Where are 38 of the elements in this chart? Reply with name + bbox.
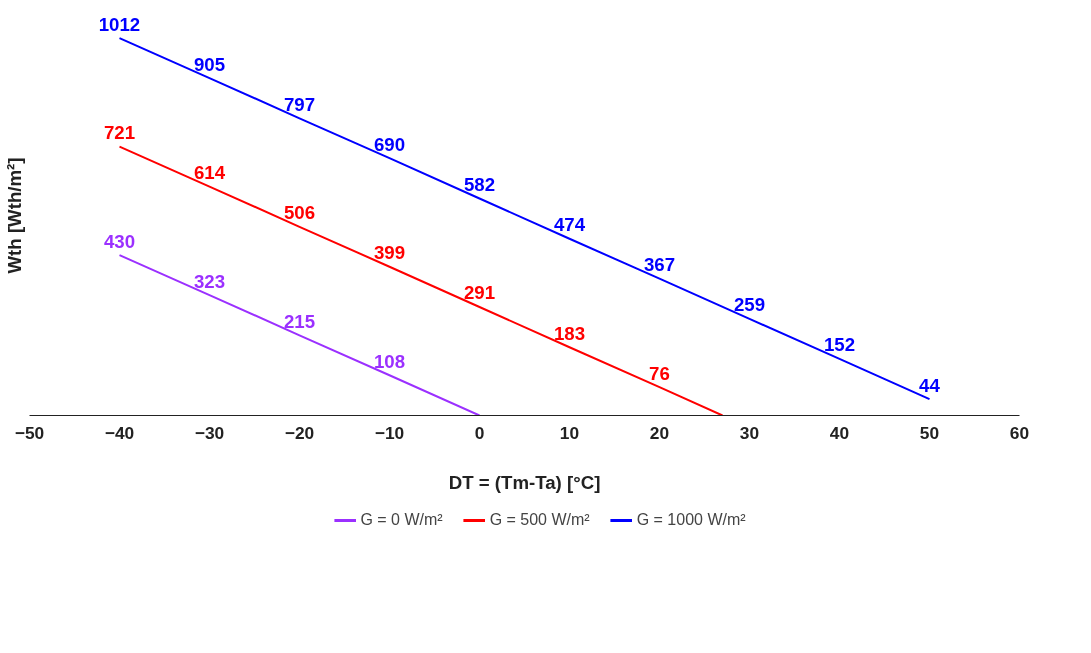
legend-label: G = 500 W/m² — [489, 511, 590, 529]
data-label: 152 — [823, 334, 856, 356]
x-tick-label: 40 — [829, 422, 850, 443]
x-tick-label: −30 — [194, 422, 225, 443]
data-label: 506 — [283, 202, 316, 224]
data-label: 323 — [193, 270, 226, 292]
x-tick-label: 10 — [559, 422, 580, 443]
data-label: 721 — [103, 122, 136, 144]
x-tick-label: 50 — [919, 422, 940, 443]
x-tick-label: 60 — [1009, 422, 1030, 443]
data-label: 399 — [373, 242, 406, 264]
x-tick-label: 0 — [474, 422, 485, 443]
x-axis-title: DT = (Tm-Ta) [°C] — [448, 471, 601, 493]
x-tick-label: −20 — [284, 422, 315, 443]
data-label: 259 — [733, 294, 766, 316]
data-label: 614 — [193, 162, 226, 184]
data-label: 76 — [649, 362, 670, 384]
x-tick-label: −50 — [14, 422, 45, 443]
data-label: 1012 — [98, 13, 141, 35]
data-label: 430 — [103, 230, 136, 252]
x-tick-label: 20 — [649, 422, 670, 443]
data-label: 690 — [373, 133, 406, 155]
data-label: 367 — [643, 254, 676, 276]
x-tick-label: 30 — [739, 422, 760, 443]
data-label: 474 — [553, 214, 586, 236]
legend-label: G = 0 W/m² — [360, 511, 443, 529]
data-label: 44 — [919, 374, 941, 396]
data-label: 291 — [463, 282, 496, 304]
x-tick-label: −40 — [104, 422, 135, 443]
data-label: 183 — [553, 322, 586, 344]
data-label: 905 — [193, 53, 226, 75]
data-label: 797 — [283, 93, 316, 115]
x-tick-label: −10 — [374, 422, 405, 443]
data-label: 108 — [373, 350, 406, 372]
data-label: 215 — [283, 310, 316, 332]
y-axis-title: Wth [Wth/m²] — [3, 157, 25, 274]
legend-label: G = 1000 W/m² — [636, 511, 746, 529]
data-label: 582 — [463, 173, 496, 195]
